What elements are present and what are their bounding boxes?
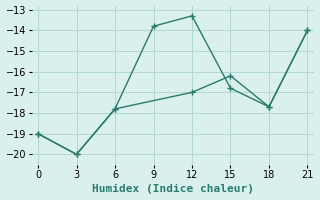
X-axis label: Humidex (Indice chaleur): Humidex (Indice chaleur) — [92, 184, 254, 194]
